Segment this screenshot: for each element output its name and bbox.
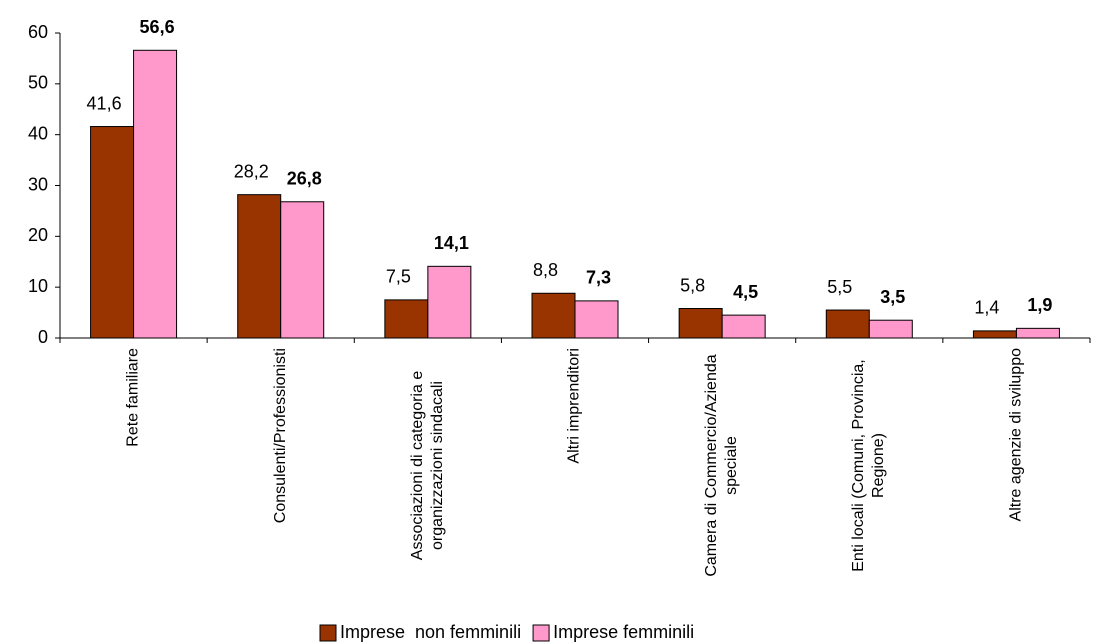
x-tick-label: Altre agenzie di sviluppo <box>1007 348 1025 522</box>
value-label: 3,5 <box>880 287 905 307</box>
x-tick-label: Associazioni di categoria e organizzazio… <box>408 370 446 561</box>
value-label: 4,5 <box>733 282 758 302</box>
bar <box>721 314 766 339</box>
value-label: 8,8 <box>533 260 558 280</box>
value-label: 26,8 <box>287 169 322 189</box>
y-tick-label: 20 <box>28 225 48 245</box>
bar <box>133 49 178 339</box>
bar <box>531 292 576 339</box>
bar <box>237 194 282 339</box>
bar <box>972 330 1017 339</box>
x-tick-label: Enti locali (Comuni, Provincia, Regione) <box>850 359 888 572</box>
value-label: 1,4 <box>974 298 999 318</box>
bar <box>825 309 870 339</box>
y-tick-label: 0 <box>38 327 48 347</box>
value-label: 5,5 <box>827 277 852 297</box>
x-tick-label: Consulenti/Professionisti <box>271 348 289 524</box>
legend-swatch <box>532 624 550 642</box>
bar <box>868 319 913 339</box>
y-tick-label: 60 <box>28 22 48 42</box>
value-label: 28,2 <box>234 161 269 181</box>
bar <box>384 299 429 339</box>
value-label: 7,3 <box>586 268 611 288</box>
y-tick-label: 30 <box>28 174 48 194</box>
bar <box>280 201 325 339</box>
y-tick-label: 10 <box>28 276 48 296</box>
bar <box>678 308 723 339</box>
value-label: 7,5 <box>386 267 411 287</box>
legend-label: Imprese non femminili <box>340 622 521 642</box>
bar <box>1015 327 1060 339</box>
value-label: 14,1 <box>434 233 469 253</box>
legend-swatch <box>319 624 337 642</box>
bar <box>574 300 619 339</box>
x-tick-label: Rete familiare <box>124 348 142 447</box>
value-label: 41,6 <box>87 93 122 113</box>
value-label: 1,9 <box>1027 295 1052 315</box>
y-tick-label: 40 <box>28 123 48 143</box>
y-tick-label: 50 <box>28 73 48 93</box>
x-tick-label: Camera di Commercio/Azienda speciale <box>703 354 741 577</box>
bar <box>90 126 135 339</box>
bar <box>427 265 472 339</box>
value-label: 56,6 <box>140 17 175 37</box>
legend-label: Imprese femminili <box>553 622 694 642</box>
x-tick-label: Altri imprenditori <box>566 348 583 464</box>
value-label: 5,8 <box>680 275 705 295</box>
